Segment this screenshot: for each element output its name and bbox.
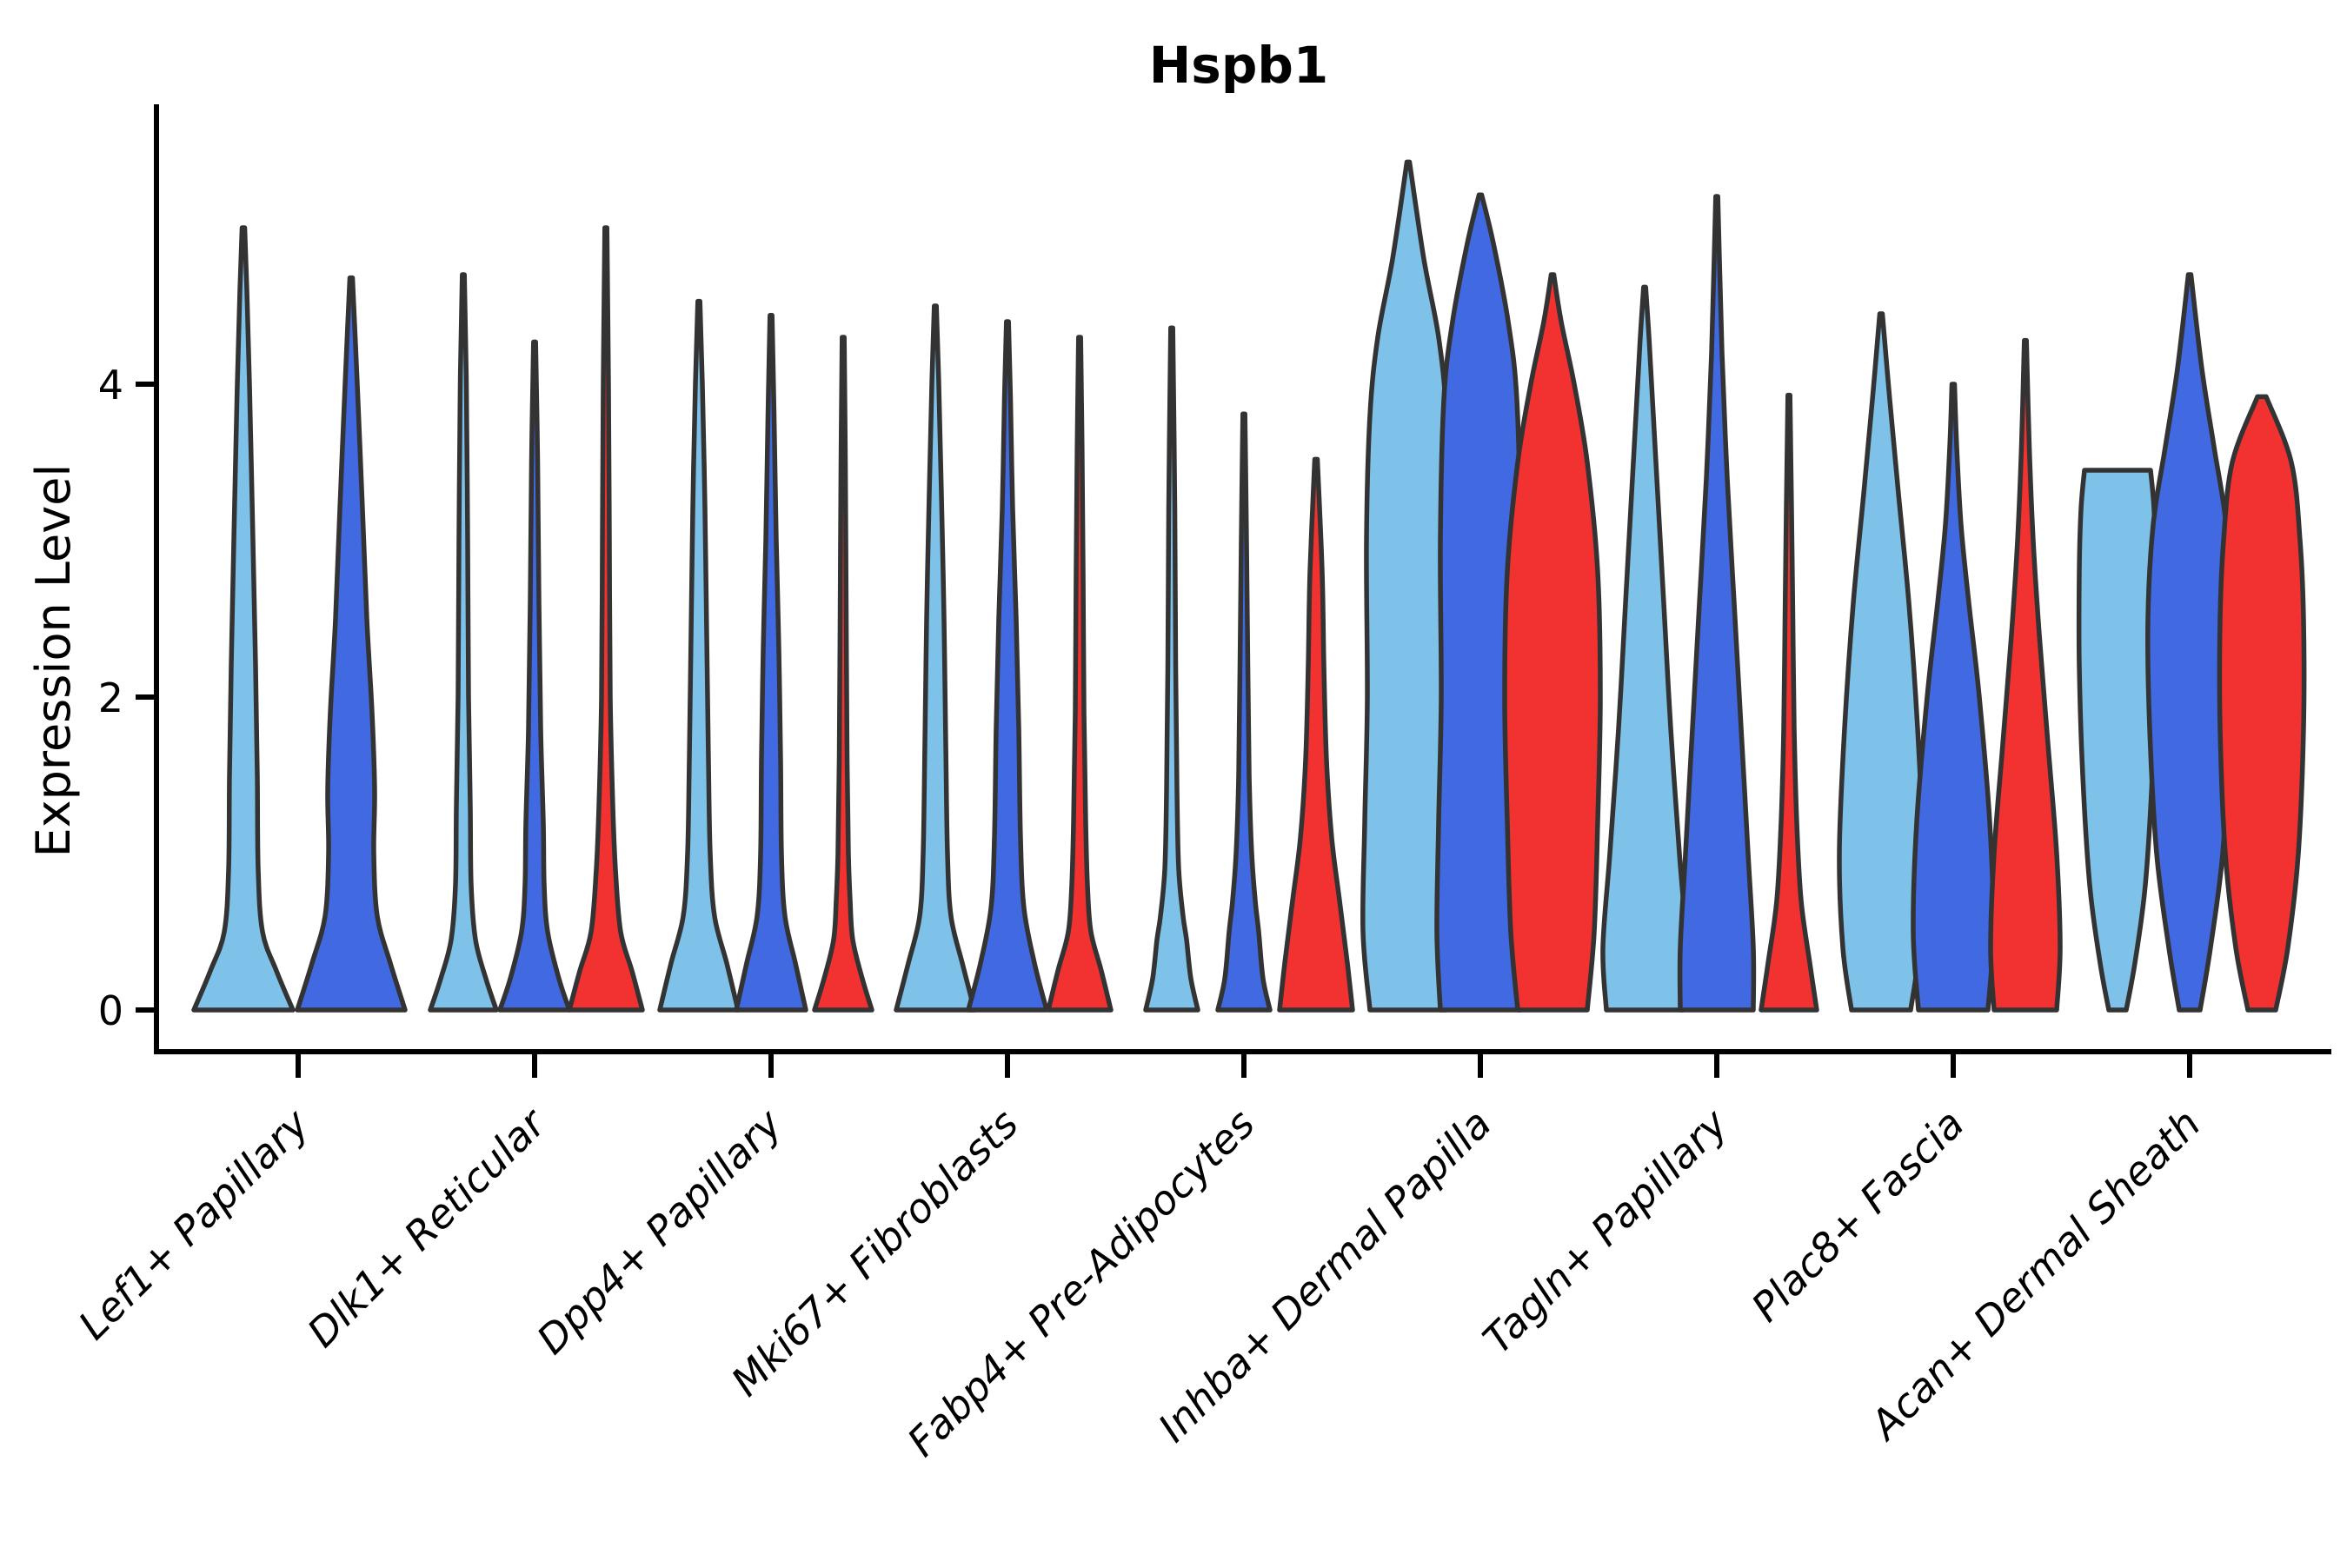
x-tick-label-dpp4-papillary: Dpp4+ Papillary xyxy=(528,1100,791,1363)
chart-title: Hspb1 xyxy=(1149,36,1328,95)
violin-acan-dermal-sheath-light_blue xyxy=(2076,468,2159,1013)
violin-tagln-papillary-light_blue xyxy=(1600,284,1689,1013)
violins-layer xyxy=(191,159,2307,1013)
x-tick-label-tagln-papillary: Tagln+ Papillary xyxy=(1473,1100,1737,1363)
violin-mki67-fibroblasts-dark_blue xyxy=(966,319,1049,1013)
violin-plac8-fascia-dark_blue xyxy=(1911,382,1996,1013)
violin-dlk1-reticular-light_blue xyxy=(428,272,499,1013)
violin-fabp4-pre-adipocytes-dark_blue xyxy=(1215,411,1273,1013)
violin-dpp4-papillary-light_blue xyxy=(657,298,741,1013)
violin-lef1-papillary-dark_blue xyxy=(295,275,408,1013)
x-tick-label-plac8-fascia: Plac8+ Fascia xyxy=(1742,1100,1972,1331)
violin-dpp4-papillary-red xyxy=(812,335,874,1013)
violin-inhba-dermal-papilla-red xyxy=(1502,272,1603,1013)
violin-fabp4-pre-adipocytes-light_blue xyxy=(1143,325,1200,1013)
y-tick-label: 0 xyxy=(98,987,123,1034)
violin-plac8-fascia-light_blue xyxy=(1837,311,1925,1013)
y-axis-label: Expression Level xyxy=(26,464,81,858)
x-tick-label-lef1-papillary: Lef1+ Papillary xyxy=(70,1100,318,1348)
violin-tagln-papillary-red xyxy=(1759,392,1819,1013)
x-tick-label-dlk1-reticular: Dlk1+ Reticular xyxy=(298,1098,556,1356)
violin-fabp4-pre-adipocytes-red xyxy=(1277,456,1355,1013)
violin-mki67-fibroblasts-light_blue xyxy=(894,303,977,1013)
violin-lef1-papillary-light_blue xyxy=(191,225,296,1013)
violin-tagln-papillary-dark_blue xyxy=(1677,194,1757,1013)
violin-dpp4-papillary-dark_blue xyxy=(734,313,808,1013)
violin-mki67-fibroblasts-red xyxy=(1046,335,1114,1013)
violin-acan-dermal-sheath-red xyxy=(2217,394,2307,1013)
y-tick-label: 4 xyxy=(98,362,123,409)
y-axis-ticks: 0 2 4 xyxy=(98,362,156,1034)
violin-plac8-fascia-red xyxy=(1988,337,2063,1013)
y-tick-label: 2 xyxy=(98,674,123,721)
violin-dlk1-reticular-red xyxy=(567,225,645,1013)
violin-dlk1-reticular-dark_blue xyxy=(497,339,572,1013)
